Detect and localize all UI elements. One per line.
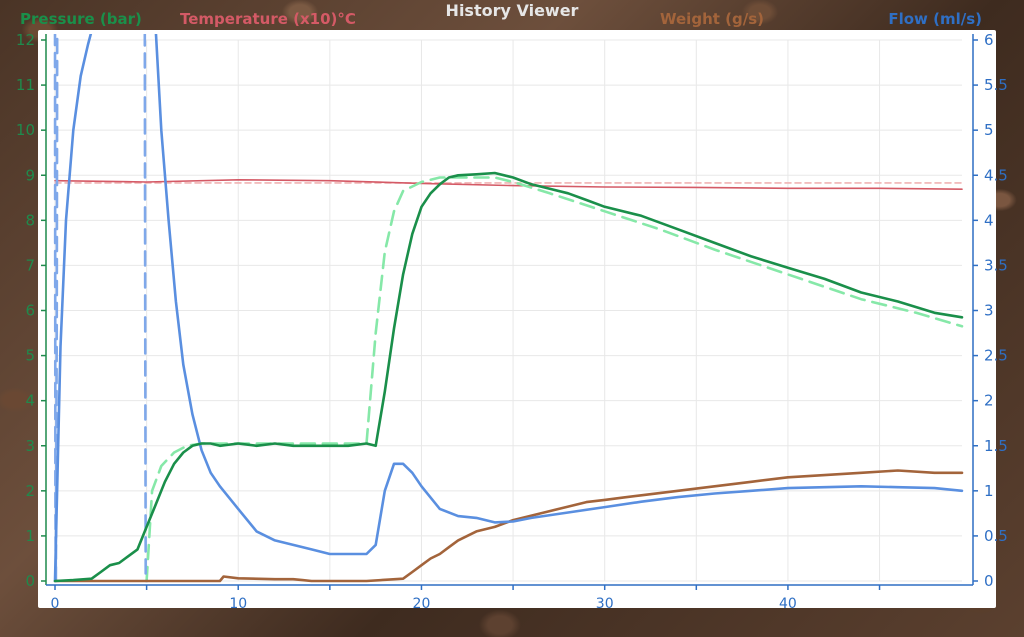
y-right-tick-label: 2 <box>984 392 994 410</box>
x-tick-label: 10 <box>229 596 247 612</box>
y-right-tick-label: 4 <box>984 211 994 229</box>
series-line-flow-ml-s <box>53 34 964 583</box>
legend-temperature: Temperature (x10)°C <box>180 10 356 28</box>
y-right-tick-label: 5.5 <box>984 76 1008 94</box>
y-right-tick-label: 2.5 <box>984 347 1008 365</box>
y-left-tick-label: 6 <box>25 302 35 320</box>
x-tick-label: 0 <box>51 596 60 612</box>
y-right-tick-label: 5 <box>984 121 994 139</box>
tick-layer: 012345678910111200.511.522.533.544.555.5… <box>16 31 1008 612</box>
series-layer <box>53 34 964 583</box>
chart-title: History Viewer <box>446 1 579 20</box>
y-left-tick-label: 4 <box>25 392 35 410</box>
y-left-tick-label: 2 <box>25 482 35 500</box>
legend-flow: Flow (ml/s) <box>888 10 982 28</box>
y-right-tick-label: 6 <box>984 31 994 49</box>
y-right-tick-label: 3 <box>984 302 994 320</box>
y-left-tick-label: 0 <box>25 572 35 590</box>
x-tick-label: 30 <box>596 596 614 612</box>
series-line-weight-g-s <box>53 469 964 583</box>
y-right-tick-label: 0 <box>984 572 994 590</box>
y-right-tick-label: 4.5 <box>984 166 1008 184</box>
x-tick-label: 20 <box>413 596 431 612</box>
plot-background <box>38 30 996 608</box>
y-left-tick-label: 11 <box>16 76 35 94</box>
y-left-tick-label: 9 <box>25 166 35 184</box>
y-left-tick-label: 7 <box>25 256 35 274</box>
y-right-tick-label: 1.5 <box>984 437 1008 455</box>
y-left-tick-label: 1 <box>25 527 35 545</box>
y-right-tick-label: 0.5 <box>984 527 1008 545</box>
y-left-tick-label: 8 <box>25 211 35 229</box>
y-left-tick-label: 3 <box>25 437 35 455</box>
y-left-tick-label: 5 <box>25 347 35 365</box>
y-left-tick-label: 12 <box>16 31 35 49</box>
legend-weight: Weight (g/s) <box>660 10 764 28</box>
legend-pressure: Pressure (bar) <box>20 10 142 28</box>
x-tick-label: 40 <box>779 596 797 612</box>
y-left-tick-label: 10 <box>16 121 35 139</box>
y-right-tick-label: 1 <box>984 482 994 500</box>
series-line-pressure-bar <box>53 171 964 583</box>
y-right-tick-label: 3.5 <box>984 256 1008 274</box>
series-line-temperature-x10-c <box>54 179 963 190</box>
